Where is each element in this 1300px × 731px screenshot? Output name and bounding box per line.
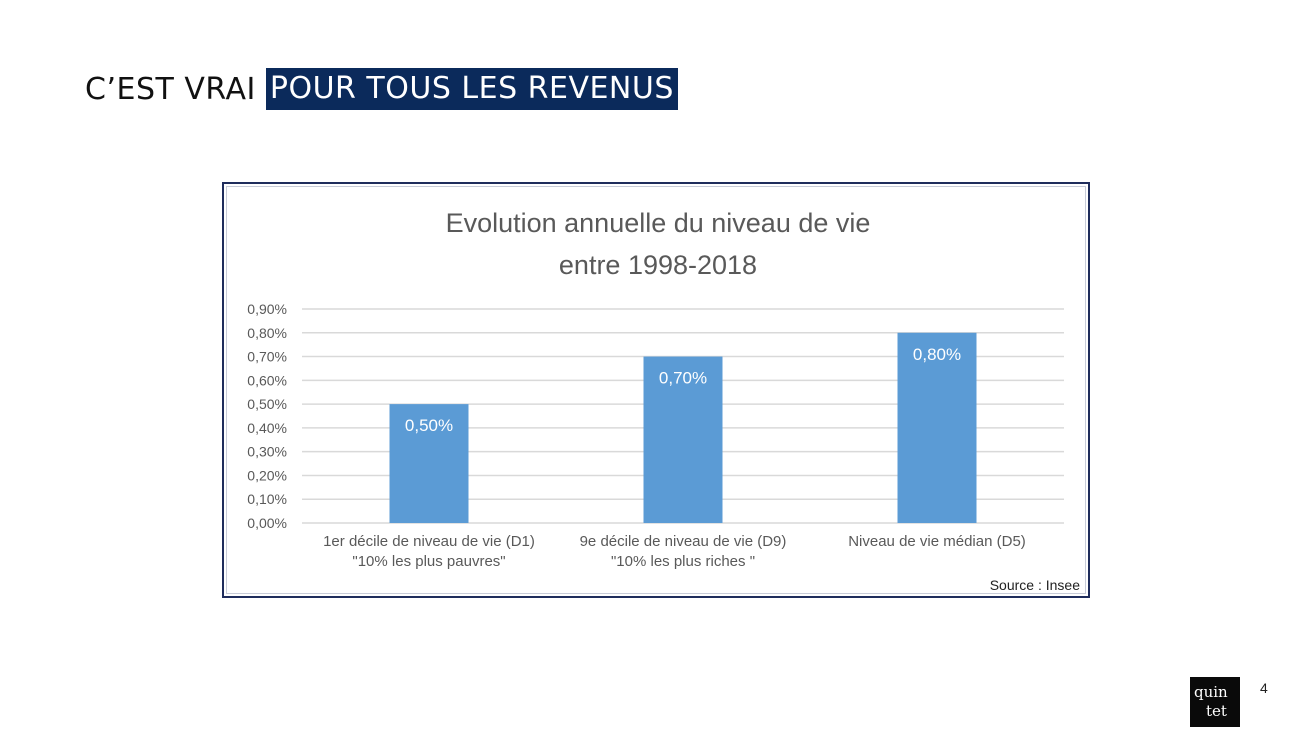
x-category-label-line: 1er décile de niveau de vie (D1) <box>323 533 535 550</box>
source-note: Source : Insee <box>990 577 1080 593</box>
y-tick-label: 0,80% <box>247 325 287 341</box>
x-category-label: 1er décile de niveau de vie (D1) "10% les… <box>323 533 535 570</box>
slide-title-plain: C’EST VRAI <box>85 71 256 107</box>
chart-frame: Evolution annuelle du niveau de vie entre… <box>222 182 1090 598</box>
x-category-label: 9e décile de niveau de vie (D9) "10% les … <box>580 533 787 570</box>
logo-text-line1: quin <box>1194 683 1228 701</box>
x-category-label-line: "10% les plus pauvres" <box>352 553 505 570</box>
y-tick-label: 0,20% <box>247 467 287 483</box>
quintet-logo: quin tet <box>1190 677 1240 727</box>
logo-text-line2: tet <box>1206 702 1227 720</box>
y-tick-label: 0,60% <box>247 372 287 388</box>
slide-title: C’EST VRAI POUR TOUS LES REVENUS <box>85 68 678 110</box>
page-number: 4 <box>1260 680 1268 696</box>
chart-subtitle: entre 1998-2018 <box>559 250 757 280</box>
y-tick-label: 0,40% <box>247 420 287 436</box>
y-tick-label: 0,00% <box>247 515 287 531</box>
data-label: 0,80% <box>913 345 961 364</box>
bar-chart: Evolution annuelle du niveau de vie entre… <box>247 208 1080 593</box>
y-tick-label: 0,30% <box>247 444 287 460</box>
y-tick-label: 0,10% <box>247 491 287 507</box>
data-label: 0,70% <box>659 369 707 388</box>
x-category-label-line: "10% les plus riches " <box>611 553 755 570</box>
chart-title: Evolution annuelle du niveau de vie <box>446 208 871 238</box>
slide-title-highlight: POUR TOUS LES REVENUS <box>265 68 678 110</box>
y-tick-label: 0,70% <box>247 349 287 365</box>
data-label: 0,50% <box>405 416 453 435</box>
x-category-label: Niveau de vie médian (D5) <box>848 533 1026 550</box>
bar <box>643 356 723 523</box>
bar <box>897 332 977 523</box>
bar <box>389 404 469 523</box>
x-category-label-line: Niveau de vie médian (D5) <box>848 533 1026 550</box>
y-tick-label: 0,50% <box>247 396 287 412</box>
x-category-label-line: 9e décile de niveau de vie (D9) <box>580 533 787 550</box>
y-tick-label: 0,90% <box>247 301 287 317</box>
